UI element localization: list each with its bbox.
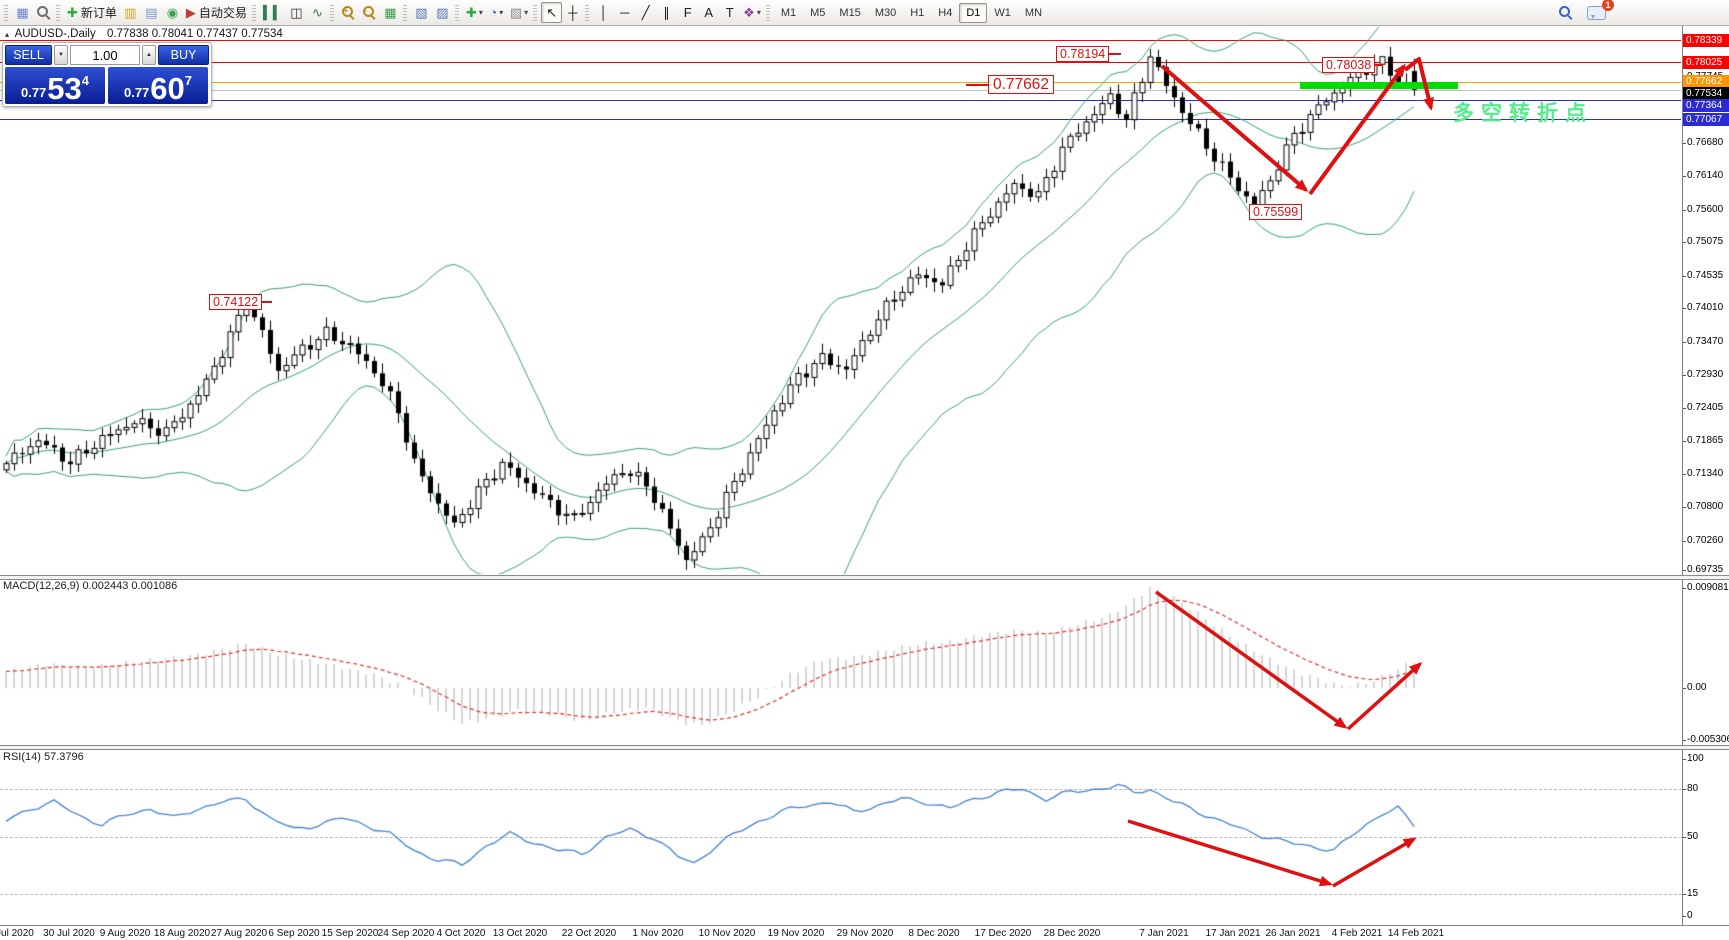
flag-connector (966, 83, 988, 86)
macd-indicator-label: MACD(12,26,9) 0.002443 0.001086 (3, 580, 178, 592)
price-badge-0.77534: 0.77534 (1683, 87, 1729, 100)
axis-tick-label: 0.72405 (1681, 402, 1724, 413)
sell-price-point: 4 (81, 73, 90, 88)
date-tick-label: 29 Nov 2020 (836, 928, 894, 939)
date-tick-label: 22 Oct 2020 (561, 928, 617, 939)
date-tick-label: 8 Dec 2020 (908, 928, 960, 939)
date-tick-label: 30 Jul 2020 (43, 928, 95, 939)
date-tick-label: 24 Sep 2020 (377, 928, 435, 939)
axis-tick-label: 0 (1682, 910, 1693, 921)
axis-tick-label: 0.71340 (1681, 468, 1724, 479)
price-flag-0.77662: 0.77662 (966, 75, 1055, 94)
volume-decrease-button[interactable]: ▼ (54, 45, 68, 65)
price-flag-0.74122: 0.74122 (209, 294, 273, 310)
price-flag-0.75599: 0.75599 (1249, 204, 1303, 220)
date-tick-label: 13 Oct 2020 (492, 928, 548, 939)
date-tick-label: 21 Jul 2020 (0, 928, 34, 939)
date-tick-label: 4 Feb 2021 (1331, 928, 1383, 939)
date-tick-label: 9 Aug 2020 (99, 928, 151, 939)
chart-symbol-period: AUDUSD-,Daily (14, 28, 96, 40)
flag-connector (1375, 64, 1384, 66)
axis-tick-label: 0.009081 (1682, 582, 1729, 593)
green-resistance-zone (1300, 82, 1458, 89)
date-tick-label: 7 Jan 2021 (1139, 928, 1189, 939)
date-tick-label: 10 Nov 2020 (698, 928, 756, 939)
price-badge-0.78339: 0.78339 (1683, 34, 1729, 47)
rsi-pane-separator[interactable] (0, 745, 1729, 750)
date-tick-label: 15 Sep 2020 (321, 928, 379, 939)
price-badge-0.78025: 0.78025 (1683, 56, 1729, 69)
buy-price-prefix: 0.77 (123, 85, 150, 100)
date-tick-label: 14 Feb 2021 (1387, 928, 1445, 939)
date-tick-label: 18 Aug 2020 (153, 928, 211, 939)
flag-connector (1109, 53, 1122, 55)
price-flag-0.78038: 0.78038 (1322, 57, 1384, 73)
date-tick-label: 4 Oct 2020 (436, 928, 486, 939)
axis-tick-label: 0.00 (1681, 682, 1707, 693)
axis-tick-label: 0.70800 (1681, 501, 1724, 512)
caret-up-icon: ▲ (146, 52, 152, 58)
macd-pane-separator[interactable] (0, 575, 1729, 580)
date-tick-label: 1 Nov 2020 (632, 928, 684, 939)
axis-tick-label: 0.76680 (1681, 137, 1724, 148)
sell-button[interactable]: SELL (5, 45, 52, 65)
buy-button[interactable]: BUY (158, 45, 209, 65)
bull-bear-turning-point-note: 多空转折点 (1453, 102, 1593, 125)
buy-price-point: 7 (184, 73, 193, 88)
axis-tick-label: 15 (1681, 888, 1699, 899)
price-badge-0.77067: 0.77067 (1683, 113, 1729, 126)
price-badge-0.77364: 0.77364 (1683, 99, 1729, 112)
price-badge-0.77662: 0.77662 (1683, 75, 1729, 88)
axis-tick-label: 0.73470 (1681, 336, 1724, 347)
chart-marker-icon: ▴ (5, 30, 10, 39)
axis-tick-label: 100 (1682, 753, 1704, 764)
one-click-trading-panel: SELL ▼ ▲ BUY 0.77 53 4 0.77 60 7 (2, 42, 212, 107)
sell-price-display[interactable]: 0.77 53 4 (5, 67, 105, 104)
axis-tick-label: 0.69735 (1681, 564, 1724, 575)
date-tick-label: 28 Dec 2020 (1043, 928, 1101, 939)
date-tick-label: 17 Dec 2020 (974, 928, 1032, 939)
volume-input[interactable] (70, 45, 140, 65)
axis-tick-label: 80 (1681, 783, 1699, 794)
date-tick-label: 26 Jan 2021 (1265, 928, 1321, 939)
axis-tick-label: 0.74535 (1681, 270, 1724, 281)
caret-down-icon: ▼ (58, 52, 64, 58)
axis-tick-label: 0.74010 (1681, 302, 1724, 313)
volume-increase-button[interactable]: ▲ (142, 45, 156, 65)
date-tick-label: 27 Aug 2020 (210, 928, 268, 939)
axis-tick-label: 0.71865 (1681, 435, 1724, 446)
buy-price-pips: 60 (150, 71, 185, 106)
axis-tick-label: 0.76140 (1681, 170, 1724, 181)
axis-tick-label: 0.70260 (1681, 535, 1724, 546)
axis-tick-label: 50 (1681, 831, 1699, 842)
price-axis-border (1682, 26, 1683, 925)
chart-ohlc-values: 0.77838 0.78041 0.77437 0.77534 (106, 28, 283, 40)
sell-price-pips: 53 (47, 71, 82, 106)
price-flag-0.78194: 0.78194 (1056, 46, 1122, 62)
date-tick-label: 17 Jan 2021 (1205, 928, 1261, 939)
buy-price-display[interactable]: 0.77 60 7 (108, 67, 208, 104)
sell-price-prefix: 0.77 (20, 85, 47, 100)
axis-tick-label: 0.75600 (1681, 204, 1724, 215)
date-tick-label: 6 Sep 2020 (268, 928, 320, 939)
rsi-indicator-label: RSI(14) 57.3796 (3, 751, 84, 763)
date-tick-label: 19 Nov 2020 (767, 928, 825, 939)
axis-tick-label: 0.75075 (1681, 236, 1724, 247)
axis-tick-label: -0.005306 (1681, 734, 1729, 746)
axis-tick-label: 0.72930 (1681, 369, 1724, 380)
flag-connector (262, 301, 273, 303)
chart-title: ▴ AUDUSD-,Daily 0.77838 0.78041 0.77437 … (5, 28, 283, 40)
